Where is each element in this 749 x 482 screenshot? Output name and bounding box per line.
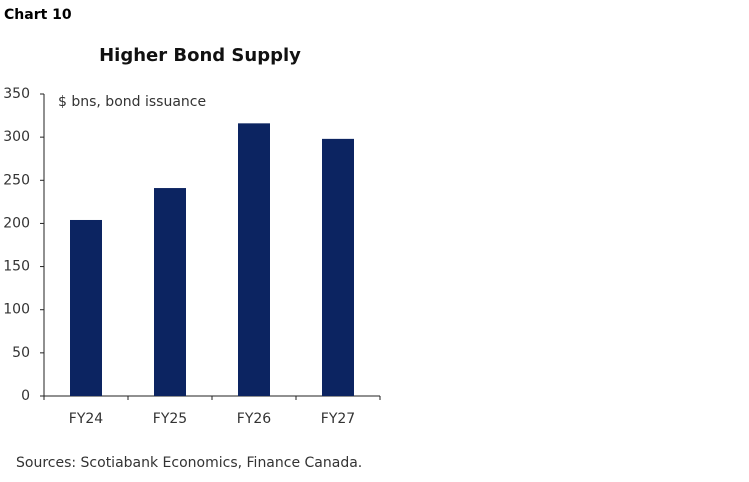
- y-tick-label: 300: [3, 129, 30, 145]
- y-tick-label: 200: [3, 215, 30, 231]
- y-tick-label: 50: [12, 345, 30, 361]
- x-tick-label: FY25: [153, 411, 187, 427]
- bar: [322, 138, 354, 396]
- bar: [70, 219, 102, 396]
- y-tick-label: 150: [3, 259, 30, 275]
- source-note: Sources: Scotiabank Economics, Finance C…: [16, 455, 362, 471]
- y-tick-label: 250: [3, 172, 30, 188]
- y-tick-label: 0: [21, 388, 30, 404]
- x-tick-label: FY26: [237, 411, 272, 427]
- chart-title: Higher Bond Supply: [99, 45, 301, 66]
- x-tick-label: FY24: [69, 411, 104, 427]
- y-tick-label: 350: [3, 86, 30, 102]
- y-tick-label: 100: [3, 302, 30, 318]
- x-tick-label: FY27: [321, 411, 355, 427]
- chart-label: Chart 10: [4, 7, 72, 23]
- y-axis-label: $ bns, bond issuance: [58, 94, 206, 110]
- bar: [238, 123, 270, 396]
- bar: [154, 188, 186, 396]
